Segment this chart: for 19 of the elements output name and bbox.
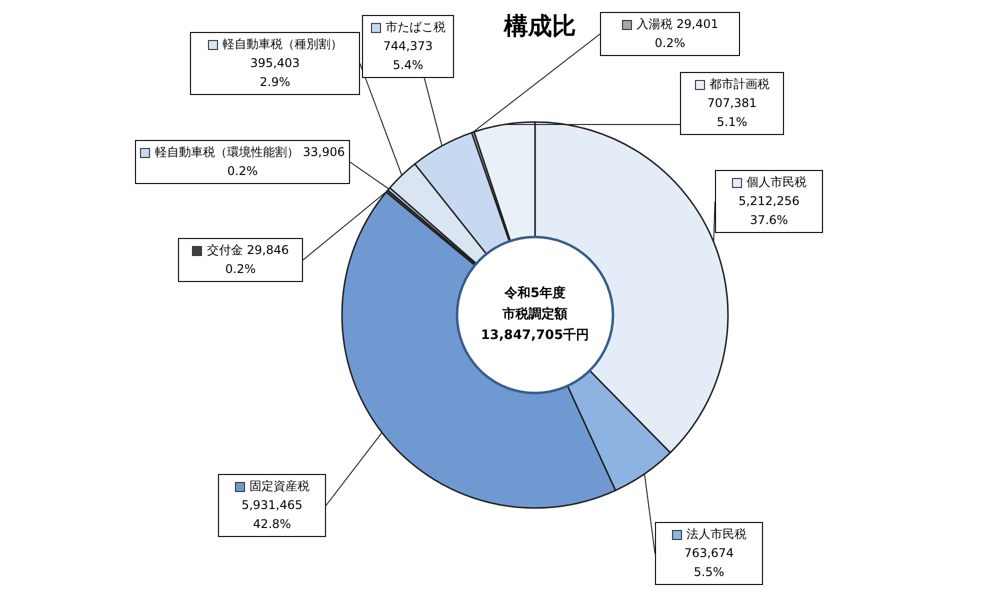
text: 市税調定額 <box>502 306 568 324</box>
legend-label: 法人市民税 <box>686 526 748 543</box>
data-label: 5,212,256 37.6% <box>737 193 801 229</box>
data-label: 395,403 2.9% <box>249 55 301 91</box>
legend-label: 交付金 29,846 0.2% <box>206 242 290 278</box>
data-label: 763,674 5.5% <box>683 545 735 581</box>
legend-label: 個人市民税 <box>746 174 808 191</box>
text: 令和5年度 <box>503 284 567 303</box>
text: 13,847,705千円 <box>480 326 590 345</box>
legend-label: 入湯税 29,401 0.2% <box>636 16 720 52</box>
data-label: 5,931,465 42.8% <box>240 497 304 533</box>
legend-label: 都市計画税 <box>708 76 770 93</box>
legend-label: 軽自動車税（環境性能割） 33,906 0.2% <box>154 144 345 180</box>
legend-label: 軽自動車税（種別割） <box>222 36 344 53</box>
legend-label: 固定資産税 <box>248 478 310 495</box>
chart-title: 構成比 <box>502 11 577 42</box>
data-label: 744,373 5.4% <box>382 38 434 74</box>
legend-label: 市たばこ税 <box>384 19 446 36</box>
data-label: 707,381 5.1% <box>706 95 758 131</box>
